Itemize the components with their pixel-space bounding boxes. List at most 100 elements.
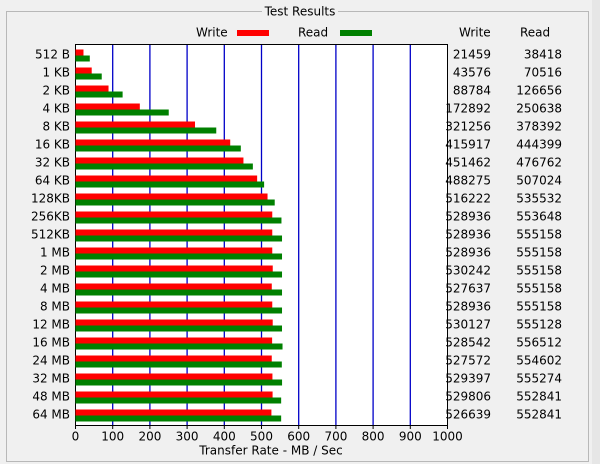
- y-tick-label: 24 MB: [32, 354, 70, 368]
- table-value: 444399: [516, 138, 562, 152]
- table-value: 528542: [445, 336, 491, 350]
- bar: [75, 109, 169, 116]
- table-value: 527572: [445, 354, 491, 368]
- bar: [75, 163, 253, 170]
- y-tick-label: 128KB: [31, 192, 70, 206]
- bar: [75, 337, 273, 344]
- table-value: 70516: [524, 66, 562, 80]
- y-tick-label: 512 B: [35, 48, 70, 62]
- table-value: 507024: [516, 174, 562, 188]
- bar: [75, 265, 273, 272]
- table-value: 529806: [445, 390, 491, 404]
- table-value: 321256: [445, 120, 491, 134]
- y-tick-label: 8 MB: [40, 300, 70, 314]
- y-tick-label: 2 MB: [40, 264, 70, 278]
- bar: [75, 253, 283, 260]
- bar: [75, 391, 273, 398]
- bar: [75, 91, 123, 98]
- bar: [75, 73, 102, 80]
- bar: [75, 355, 272, 362]
- legend-swatch: [340, 30, 372, 36]
- x-tick-label: 700: [324, 430, 347, 444]
- table-value: 516222: [445, 192, 491, 206]
- y-tick-label: 16 KB: [35, 138, 70, 152]
- x-tick-label: 800: [362, 430, 385, 444]
- table-value: 378392: [516, 120, 562, 134]
- table-value: 488275: [445, 174, 491, 188]
- table-value: 555128: [516, 318, 562, 332]
- x-axis-title: Transfer Rate - MB / Sec: [198, 444, 342, 458]
- bar: [75, 271, 283, 278]
- table-value: 555158: [516, 246, 562, 260]
- bar: [75, 319, 273, 326]
- y-tick-label: 64 KB: [35, 174, 70, 188]
- bar: [75, 397, 282, 404]
- table-value: 526639: [445, 408, 491, 422]
- y-tick-label: 1 KB: [42, 66, 70, 80]
- x-tick-label: 400: [213, 430, 236, 444]
- y-tick-label: 512KB: [31, 228, 70, 242]
- x-tick-label: 900: [399, 430, 422, 444]
- table-value: 172892: [445, 102, 491, 116]
- bar: [75, 103, 140, 110]
- y-tick-label: 4 MB: [40, 282, 70, 296]
- legend-swatch: [237, 30, 269, 36]
- table-value: 528936: [445, 300, 491, 314]
- bar: [75, 373, 273, 380]
- y-tick-label: 1 MB: [40, 246, 70, 260]
- table-value: 415917: [445, 138, 491, 152]
- bar: [75, 121, 196, 128]
- table-value: 555158: [516, 282, 562, 296]
- bar: [75, 289, 283, 296]
- table-value: 21459: [453, 48, 491, 62]
- table-value: 555158: [516, 228, 562, 242]
- y-tick-label: 64 MB: [32, 408, 70, 422]
- y-tick-label: 256KB: [31, 210, 70, 224]
- table-value: 552841: [516, 390, 562, 404]
- bar: [75, 415, 282, 422]
- table-value: 535532: [516, 192, 562, 206]
- bar: [75, 211, 273, 218]
- bar: [75, 85, 109, 92]
- table-value: 528936: [445, 246, 491, 260]
- bar: [75, 145, 241, 152]
- y-tick-label: 16 MB: [32, 336, 70, 350]
- bar: [75, 361, 282, 368]
- table-value: 530127: [445, 318, 491, 332]
- chart-title: Test Results: [264, 5, 336, 19]
- x-tick-label: 100: [101, 430, 124, 444]
- bar: [75, 67, 92, 74]
- table-value: 476762: [516, 156, 562, 170]
- table-header: Read: [520, 26, 550, 40]
- bar: [75, 235, 283, 242]
- bar: [75, 307, 283, 314]
- bar: [75, 55, 90, 62]
- table-value: 38418: [524, 48, 562, 62]
- table-value: 530242: [445, 264, 491, 278]
- table-value: 552841: [516, 408, 562, 422]
- bar: [75, 193, 268, 200]
- x-tick-label: 0: [72, 430, 80, 444]
- y-tick-label: 32 KB: [35, 156, 70, 170]
- bar: [75, 283, 272, 290]
- bar: [75, 409, 272, 416]
- bar: [75, 325, 283, 332]
- bar: [75, 301, 273, 308]
- bar: [75, 181, 265, 188]
- table-header: Write: [459, 26, 491, 40]
- table-value: 451462: [445, 156, 491, 170]
- x-tick-label: 500: [250, 430, 273, 444]
- x-tick-label: 200: [138, 430, 161, 444]
- table-value: 250638: [516, 102, 562, 116]
- bar: [75, 199, 275, 206]
- bar: [75, 49, 84, 56]
- bar: [75, 229, 273, 236]
- bar: [75, 175, 258, 182]
- y-tick-label: 32 MB: [32, 372, 70, 386]
- title-backdrop: [262, 3, 338, 21]
- bar: [75, 127, 217, 134]
- legend-label: Write: [196, 26, 228, 40]
- y-tick-label: 4 KB: [42, 102, 70, 116]
- bar: [75, 379, 283, 386]
